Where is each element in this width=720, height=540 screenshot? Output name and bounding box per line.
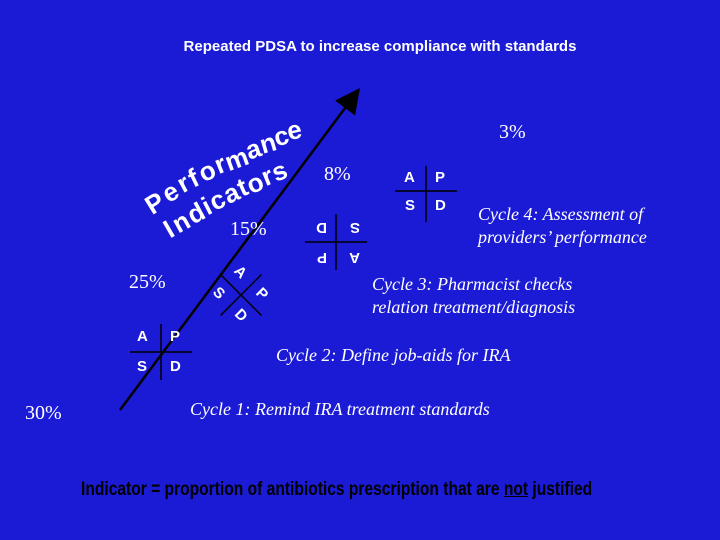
pdsa-act: A xyxy=(349,249,360,266)
pdsa-do: D xyxy=(316,219,327,236)
percent-cycle4: 8% xyxy=(324,163,351,185)
cycle3-description: Cycle 3: Pharmacist checks relation trea… xyxy=(372,273,575,319)
cycle4-line2: providers’ performance xyxy=(478,227,647,247)
improvement-arrow-line xyxy=(118,87,360,411)
pdsa-do: D xyxy=(435,197,446,214)
indicator-prefix: Indicator = proportion of antibiotics pr… xyxy=(81,479,504,500)
pdsa-wheel-2: A P S D xyxy=(194,248,287,341)
pdsa-wheel-1: A P S D xyxy=(128,322,194,382)
pdsa-wheel-3: A P S D xyxy=(303,212,369,272)
pdsa-wheel-4: A P S D xyxy=(393,164,459,224)
cycle1-description: Cycle 1: Remind IRA treatment standards xyxy=(190,399,490,419)
cycle3-line2: relation treatment/diagnosis xyxy=(372,297,576,317)
indicator-emphasis: not xyxy=(503,479,529,500)
pdsa-act: A xyxy=(404,169,415,186)
cycle3-line1: Cycle 3: Pharmacist checks xyxy=(372,274,573,294)
pdsa-do: D xyxy=(170,358,181,375)
percent-cycle2: 25% xyxy=(129,271,166,293)
percent-final: 3% xyxy=(499,121,526,143)
pdsa-act: A xyxy=(137,328,148,345)
pdsa-study: S xyxy=(405,197,416,214)
cycle4-description: Cycle 4: Assessment of providers’ perfor… xyxy=(478,203,647,249)
slide-title: Repeated PDSA to increase compliance wit… xyxy=(183,38,577,55)
indicator-definition: Indicator = proportion of antibiotics pr… xyxy=(81,479,592,501)
pdsa-plan: P xyxy=(435,169,446,186)
pdsa-plan: P xyxy=(170,328,181,345)
percent-cycle3: 15% xyxy=(230,218,267,240)
pdsa-study: S xyxy=(137,358,148,375)
indicator-suffix: justified xyxy=(528,479,593,500)
percent-cycle1: 30% xyxy=(25,402,62,424)
cycle2-description: Cycle 2: Define job-aids for IRA xyxy=(276,345,511,365)
pdsa-plan: P xyxy=(316,249,327,266)
cycle4-line1: Cycle 4: Assessment of xyxy=(478,204,644,224)
pdsa-study: S xyxy=(349,219,360,236)
